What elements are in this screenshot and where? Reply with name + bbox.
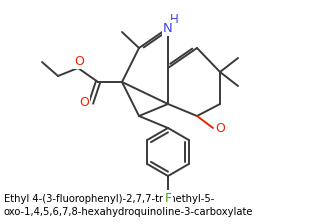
Text: Ethyl 4-(3-fluorophenyl)-2,7,7-trimethyl-5-: Ethyl 4-(3-fluorophenyl)-2,7,7-trimethyl… [4,194,215,204]
Text: F: F [164,192,172,205]
Text: O: O [79,95,89,108]
Text: oxo-1,4,5,6,7,8-hexahydroquinoline-3-carboxylate: oxo-1,4,5,6,7,8-hexahydroquinoline-3-car… [4,207,254,217]
Text: N: N [163,22,173,34]
Text: O: O [215,121,225,134]
Text: H: H [170,13,178,26]
Text: O: O [74,54,84,67]
